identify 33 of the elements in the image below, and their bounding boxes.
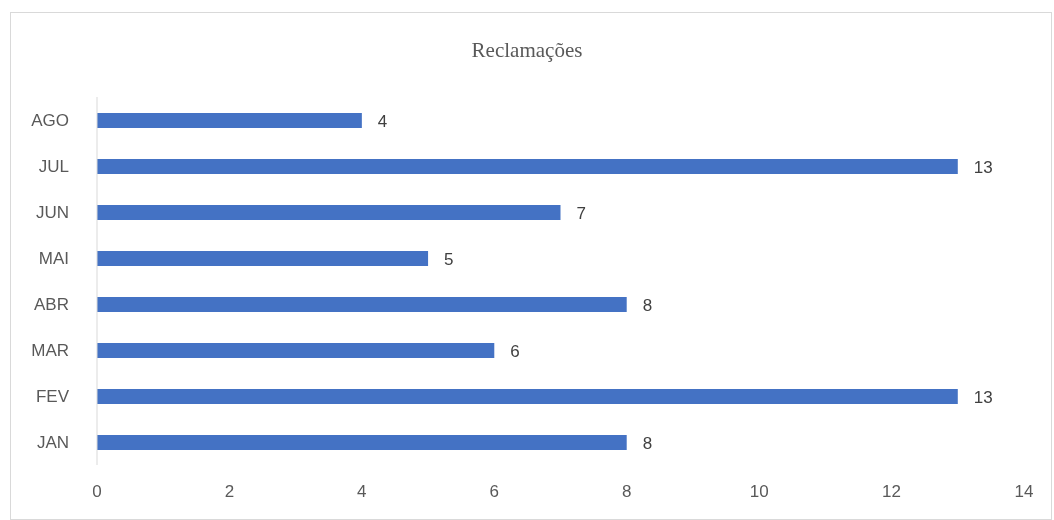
x-tick-label: 2 bbox=[224, 482, 235, 502]
y-tick-label: MAR bbox=[31, 341, 69, 361]
bar bbox=[97, 251, 429, 266]
x-tick-label: 6 bbox=[489, 482, 500, 502]
x-tick-label: 12 bbox=[882, 482, 902, 502]
y-tick-label: MAI bbox=[38, 249, 69, 269]
y-tick-label: JAN bbox=[36, 433, 69, 453]
y-tick-label: FEV bbox=[35, 387, 70, 407]
x-tick-label: 14 bbox=[1014, 482, 1034, 502]
data-label: 8 bbox=[642, 295, 653, 315]
bar bbox=[97, 297, 627, 312]
data-label: 5 bbox=[444, 249, 454, 269]
bar bbox=[97, 159, 958, 174]
y-tick-label: ABR bbox=[34, 295, 69, 315]
chart-title: Reclamações bbox=[470, 38, 584, 63]
data-label: 13 bbox=[973, 157, 993, 177]
x-tick-label: 0 bbox=[92, 482, 102, 502]
x-tick-label: 4 bbox=[357, 482, 367, 502]
data-label: 4 bbox=[377, 111, 388, 131]
data-label: 7 bbox=[576, 203, 586, 223]
x-tick-label: 8 bbox=[621, 482, 632, 502]
bar bbox=[97, 113, 362, 128]
x-tick-label: 10 bbox=[749, 482, 769, 502]
data-label: 8 bbox=[642, 433, 653, 453]
bar bbox=[97, 389, 958, 404]
data-label: 6 bbox=[510, 341, 520, 361]
bar bbox=[97, 435, 627, 450]
bar bbox=[97, 343, 495, 358]
bar bbox=[97, 205, 561, 220]
data-label: 13 bbox=[973, 387, 993, 407]
y-tick-label: AGO bbox=[31, 111, 69, 131]
y-tick-label: JUN bbox=[35, 203, 69, 223]
y-tick-label: JUL bbox=[38, 157, 69, 177]
